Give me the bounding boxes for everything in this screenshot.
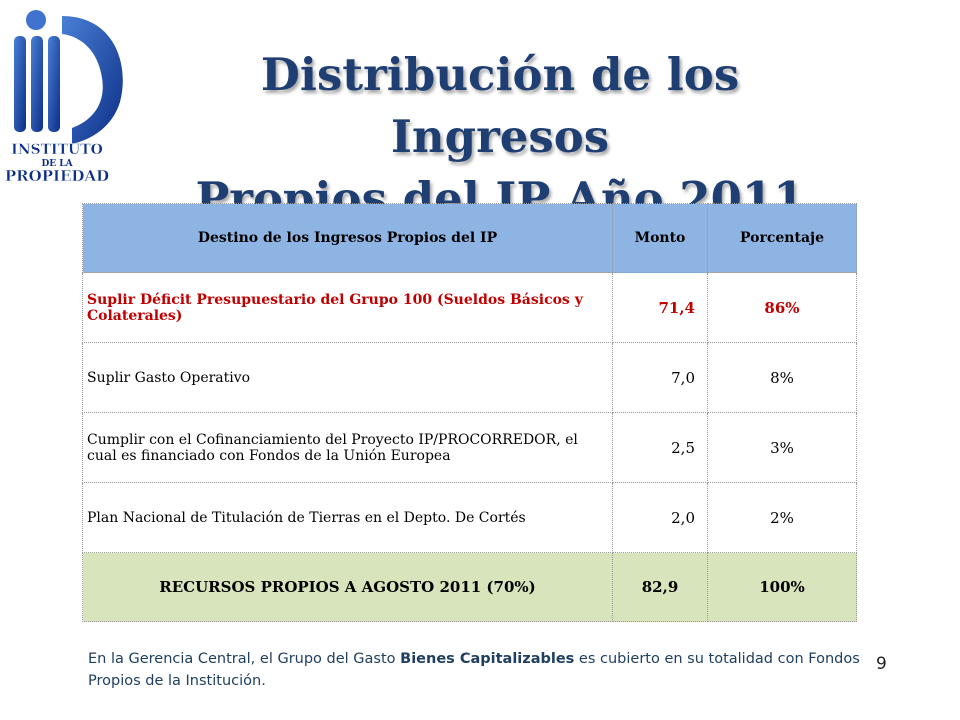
total-label: RECURSOS PROPIOS A AGOSTO 2011 (70%) [82, 552, 613, 622]
footnote-text-before: En la Gerencia Central, el Grupo del Gas… [88, 651, 401, 667]
header-porcentaje: Porcentaje [707, 203, 857, 273]
total-monto: 82,9 [612, 552, 708, 622]
cell-destino: Suplir Gasto Operativo [82, 342, 613, 413]
title-line-1: Distribución de los Ingresos [260, 48, 740, 163]
footnote-bold: Bienes Capitalizables [400, 651, 575, 667]
institution-logo: INSTITUTO DE LA PROPIEDAD [2, 4, 134, 194]
cell-monto: 7,0 [612, 342, 708, 413]
header-destino: Destino de los Ingresos Propios del IP [82, 203, 613, 273]
cell-monto: 2,5 [612, 412, 708, 483]
logo-text-line2: DE LA [41, 159, 73, 169]
footnote-text-after: es cubierto en su totalidad con Fondos P… [88, 651, 860, 689]
slide-title: Distribución de los Ingresos Propios del… [150, 44, 850, 230]
income-distribution-table: Destino de los Ingresos Propios del IP M… [82, 203, 857, 622]
header-monto: Monto [612, 203, 708, 273]
footnote: En la Gerencia Central, el Grupo del Gas… [88, 648, 878, 692]
cell-destino: Plan Nacional de Titulación de Tierras e… [82, 482, 613, 553]
page-number: 9 [876, 654, 887, 674]
table-total-row: RECURSOS PROPIOS A AGOSTO 2011 (70%) 82,… [82, 552, 857, 622]
table-row: Plan Nacional de Titulación de Tierras e… [82, 482, 857, 553]
cell-monto: 2,0 [612, 482, 708, 553]
logo-text-line1: INSTITUTO [11, 142, 103, 158]
cell-destino: Suplir Déficit Presupuestario del Grupo … [82, 272, 613, 343]
cell-monto: 71,4 [612, 272, 708, 343]
cell-porcentaje: 3% [707, 412, 857, 483]
cell-porcentaje: 2% [707, 482, 857, 553]
cell-porcentaje: 86% [707, 272, 857, 343]
table-row: Suplir Déficit Presupuestario del Grupo … [82, 272, 857, 343]
total-porcentaje: 100% [707, 552, 857, 622]
cell-porcentaje: 8% [707, 342, 857, 413]
table-header-row: Destino de los Ingresos Propios del IP M… [82, 203, 857, 273]
table-row: Cumplir con el Cofinanciamiento del Proy… [82, 412, 857, 483]
cell-destino: Cumplir con el Cofinanciamiento del Proy… [82, 412, 613, 483]
table-row: Suplir Gasto Operativo 7,0 8% [82, 342, 857, 413]
logo-text-line3: PROPIEDAD [5, 167, 109, 185]
